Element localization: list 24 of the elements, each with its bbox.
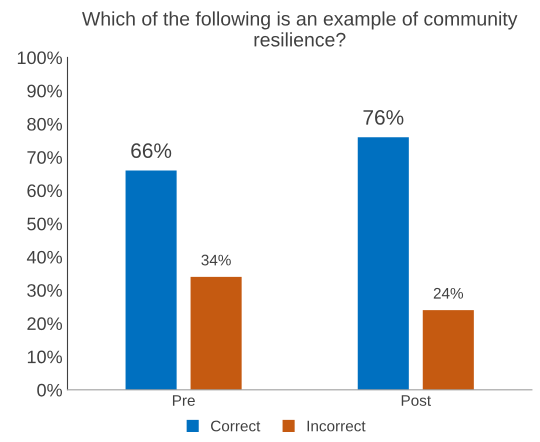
data-label: 76% — [364, 110, 404, 125]
data-label: 66% — [131, 143, 172, 158]
data-label: 24% — [434, 288, 464, 299]
y-tick-label: 40% — [26, 250, 62, 264]
legend-label: Incorrect — [308, 420, 366, 432]
bar — [422, 310, 474, 390]
y-tick-label: 20% — [27, 317, 62, 330]
y-tick-label: 60% — [27, 184, 62, 198]
y-tick-label: 80% — [27, 118, 62, 131]
y-tick-label: 10% — [28, 350, 62, 364]
bar — [358, 137, 409, 390]
y-tick-label: 70% — [27, 151, 62, 164]
y-tick-label: 50% — [27, 218, 62, 230]
y-tick-label: 30% — [27, 284, 62, 297]
legend-label: Correct — [211, 420, 260, 432]
y-tick-label: 90% — [27, 84, 62, 98]
bar — [126, 170, 177, 390]
bar — [190, 276, 242, 390]
y-tick-label: 100% — [18, 51, 62, 64]
y-tick-label: 0% — [37, 384, 62, 397]
data-label: 34% — [201, 254, 231, 266]
chart-title: Which of the following is an example of community resilience? — [82, 11, 518, 47]
x-tick-label: Post — [402, 395, 431, 406]
x-tick-label: Pre — [172, 395, 195, 406]
